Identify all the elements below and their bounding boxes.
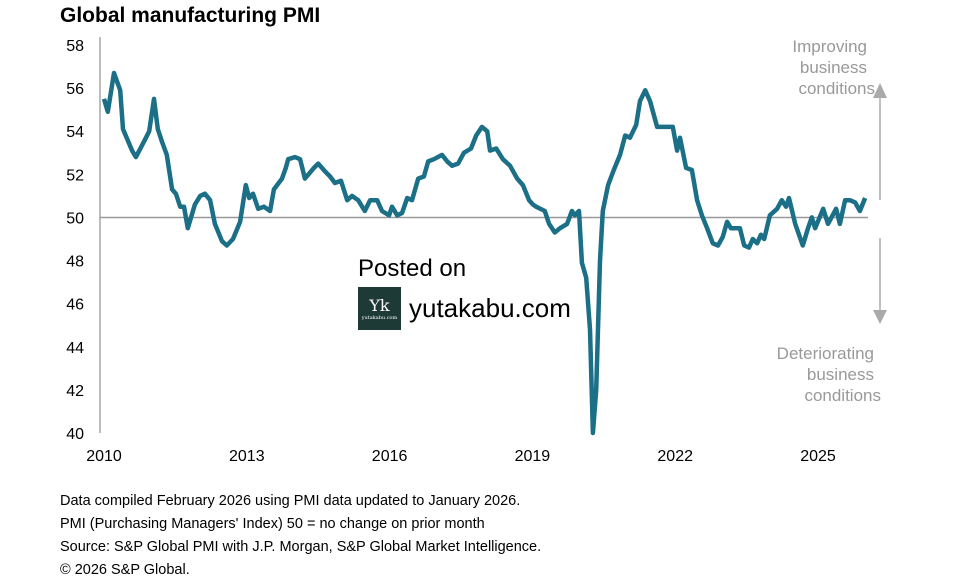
watermark: Posted on Yk yutakabu.com yutakabu.com	[358, 255, 571, 330]
annotation-improving: conditions	[798, 79, 875, 98]
y-tick-label: 50	[66, 210, 84, 227]
y-tick-label: 52	[66, 167, 84, 184]
annotation-improving: business	[800, 58, 867, 77]
watermark-posted: Posted on	[358, 255, 467, 282]
y-tick-label: 40	[66, 426, 84, 443]
footer-notes: Data compiled February 2026 using PMI da…	[60, 490, 541, 578]
x-tick-label: 2016	[372, 448, 408, 465]
y-tick-label: 46	[66, 297, 84, 314]
chart-title: Global manufacturing PMI	[60, 4, 321, 27]
footer-line: © 2026 S&P Global.	[60, 562, 190, 578]
x-tick-label: 2025	[800, 448, 836, 465]
logo-letter: Yk	[369, 296, 390, 315]
footer-line: Data compiled February 2026 using PMI da…	[60, 493, 521, 509]
y-tick-label: 44	[66, 340, 84, 357]
up-arrow-icon	[873, 83, 887, 98]
y-tick-label: 56	[66, 81, 84, 98]
annotation-deteriorating: conditions	[804, 386, 881, 405]
y-tick-label: 54	[66, 124, 84, 141]
annotation-deteriorating: Deteriorating	[777, 344, 874, 363]
y-tick-label: 42	[66, 383, 84, 400]
annotation-deteriorating: business	[807, 365, 874, 384]
x-tick-label: 2019	[515, 448, 551, 465]
x-tick-label: 2010	[86, 448, 122, 465]
logo-small-text: yutakabu.com	[361, 315, 398, 321]
down-arrow-icon	[873, 310, 887, 324]
x-tick-label: 2013	[229, 448, 265, 465]
annotation-improving: Improving	[792, 37, 867, 56]
pmi-series-line	[101, 70, 868, 436]
watermark-logo-icon: Yk yutakabu.com	[358, 287, 401, 330]
y-tick-label: 58	[66, 38, 84, 55]
y-tick-label: 48	[66, 254, 84, 271]
footer-line: PMI (Purchasing Managers' Index) 50 = no…	[60, 516, 485, 532]
x-tick-label: 2022	[657, 448, 693, 465]
footer-line: Source: S&P Global PMI with J.P. Morgan,…	[60, 539, 542, 555]
watermark-site: yutakabu.com	[409, 293, 571, 323]
